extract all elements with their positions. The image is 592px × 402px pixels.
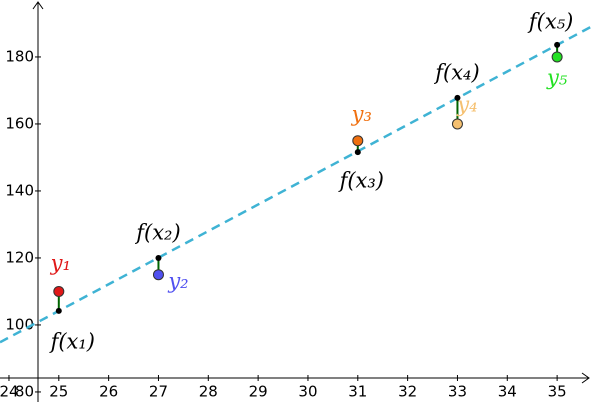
x-tick-label: 31	[348, 383, 367, 401]
y-tick-label: 140	[5, 181, 34, 199]
y-arrow	[32, 1, 44, 10]
fitted-label: f(x₁)	[49, 329, 95, 353]
fitted-point	[155, 254, 162, 261]
x-tick-label: 33	[448, 383, 467, 401]
fitted-point	[354, 149, 361, 156]
observed-point	[451, 118, 463, 130]
x-tick-label: 26	[99, 383, 118, 401]
fitted-point	[55, 307, 62, 314]
observed-label: y₃	[351, 102, 372, 126]
observed-label: y₄	[456, 92, 477, 116]
x-tick-label: 34	[498, 383, 517, 401]
fitted-point	[454, 94, 461, 101]
x-arrow	[581, 372, 590, 384]
fitted-point	[554, 41, 561, 48]
fitted-label: f(x₃)	[338, 169, 384, 193]
observed-point	[53, 285, 65, 297]
observed-point	[152, 269, 164, 281]
x-tick-label: 35	[548, 383, 567, 401]
x-tick-label: 30	[298, 383, 317, 401]
x-tick-label: 28	[199, 383, 218, 401]
y-tick-label: 120	[5, 248, 34, 266]
fitted-label: f(x₄)	[433, 60, 479, 84]
observed-point	[352, 135, 364, 147]
observed-label: y₅	[546, 65, 568, 89]
fitted-label: f(x₂)	[134, 220, 180, 244]
x-tick-label: 32	[398, 383, 417, 401]
x-tick-label: 25	[49, 383, 68, 401]
fitted-label: f(x₅)	[527, 9, 573, 33]
regression-line	[0, 25, 592, 344]
x-tick-label: 29	[249, 383, 268, 401]
y-tick-label: 160	[5, 114, 34, 132]
y-tick-label: 100	[5, 315, 34, 333]
observed-point	[551, 51, 563, 63]
observed-label: y₂	[167, 269, 188, 293]
y-tick-label: 180	[5, 47, 34, 65]
observed-label: y₁	[50, 251, 71, 275]
y-tick-label: 80	[15, 382, 34, 400]
x-tick-label: 24	[0, 383, 19, 401]
x-tick-label: 27	[149, 383, 168, 401]
